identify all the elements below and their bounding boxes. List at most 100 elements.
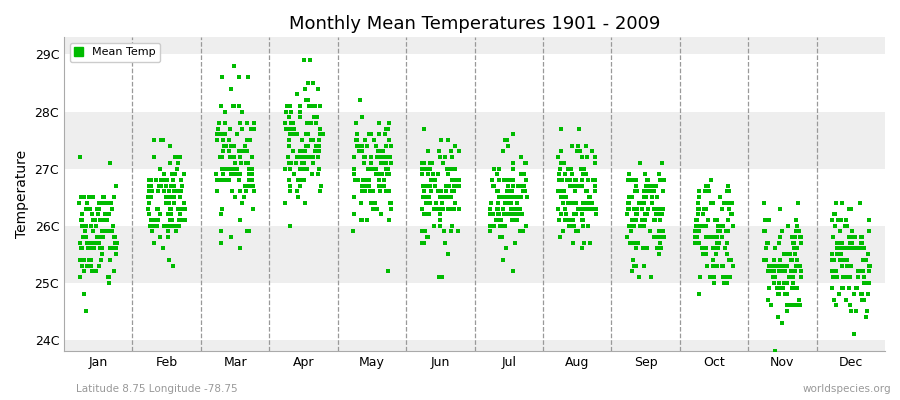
Point [709, 240, 724, 246]
Point [711, 245, 725, 252]
Point [764, 262, 778, 269]
Point [504, 205, 518, 212]
Point [142, 200, 157, 206]
Point [652, 217, 667, 223]
Point [346, 194, 361, 200]
Point [214, 74, 229, 80]
Point [436, 194, 450, 200]
Point [717, 200, 732, 206]
Point [382, 200, 397, 206]
Point [305, 171, 320, 178]
Point [432, 154, 446, 160]
Point [766, 274, 780, 280]
Point [226, 102, 240, 109]
Point [349, 137, 364, 143]
Point [434, 188, 448, 194]
Point [576, 222, 590, 229]
Point [555, 200, 570, 206]
Point [353, 97, 367, 103]
Point [621, 205, 635, 212]
Point [74, 245, 88, 252]
Point [365, 205, 380, 212]
Point [145, 188, 159, 194]
Point [564, 165, 579, 172]
Point [349, 137, 364, 143]
Point [167, 182, 182, 189]
Point [171, 217, 185, 223]
Point [654, 234, 669, 240]
Point [223, 154, 238, 160]
Point [373, 131, 387, 138]
Point [364, 160, 379, 166]
Point [630, 188, 644, 194]
Point [241, 74, 256, 80]
Point [302, 102, 316, 109]
Point [554, 177, 569, 183]
Point [699, 205, 714, 212]
Point [518, 222, 533, 229]
Point [109, 245, 123, 252]
Point [108, 245, 122, 252]
Point [160, 200, 175, 206]
Point [213, 154, 228, 160]
Point [834, 262, 849, 269]
Point [215, 177, 230, 183]
Point [506, 131, 520, 138]
Point [508, 240, 522, 246]
Point [567, 222, 581, 229]
Point [703, 234, 717, 240]
Point [500, 137, 515, 143]
Point [415, 165, 429, 172]
Point [283, 102, 297, 109]
Point [307, 148, 321, 155]
Point [228, 160, 242, 166]
Point [516, 228, 530, 234]
Point [579, 200, 593, 206]
Point [230, 165, 245, 172]
Point [690, 205, 705, 212]
Point [92, 234, 106, 240]
Point [635, 217, 650, 223]
Point [439, 182, 454, 189]
Point [646, 234, 661, 240]
Point [704, 177, 718, 183]
Point [312, 126, 327, 132]
Point [636, 245, 651, 252]
Point [308, 102, 322, 109]
Point [452, 205, 466, 212]
Point [158, 177, 173, 183]
Point [223, 234, 238, 240]
Point [153, 165, 167, 172]
Point [105, 228, 120, 234]
Point [445, 222, 459, 229]
Point [418, 182, 432, 189]
Point [493, 217, 508, 223]
Point [376, 148, 391, 155]
Point [774, 285, 788, 292]
Point [780, 280, 795, 286]
Point [362, 131, 376, 138]
Point [789, 262, 804, 269]
Point [291, 177, 305, 183]
Point [106, 245, 121, 252]
Point [862, 280, 877, 286]
Point [346, 165, 361, 172]
Point [626, 262, 641, 269]
Point [572, 182, 586, 189]
Point [824, 257, 839, 263]
Point [305, 102, 320, 109]
Point [99, 217, 113, 223]
Point [561, 165, 575, 172]
Point [724, 200, 739, 206]
Point [291, 177, 305, 183]
Point [773, 234, 788, 240]
Point [620, 177, 634, 183]
Point [102, 280, 116, 286]
Point [141, 188, 156, 194]
Point [94, 217, 109, 223]
Point [155, 177, 169, 183]
Point [283, 131, 297, 138]
Point [724, 211, 738, 218]
Point [296, 165, 310, 172]
Point [860, 308, 874, 314]
